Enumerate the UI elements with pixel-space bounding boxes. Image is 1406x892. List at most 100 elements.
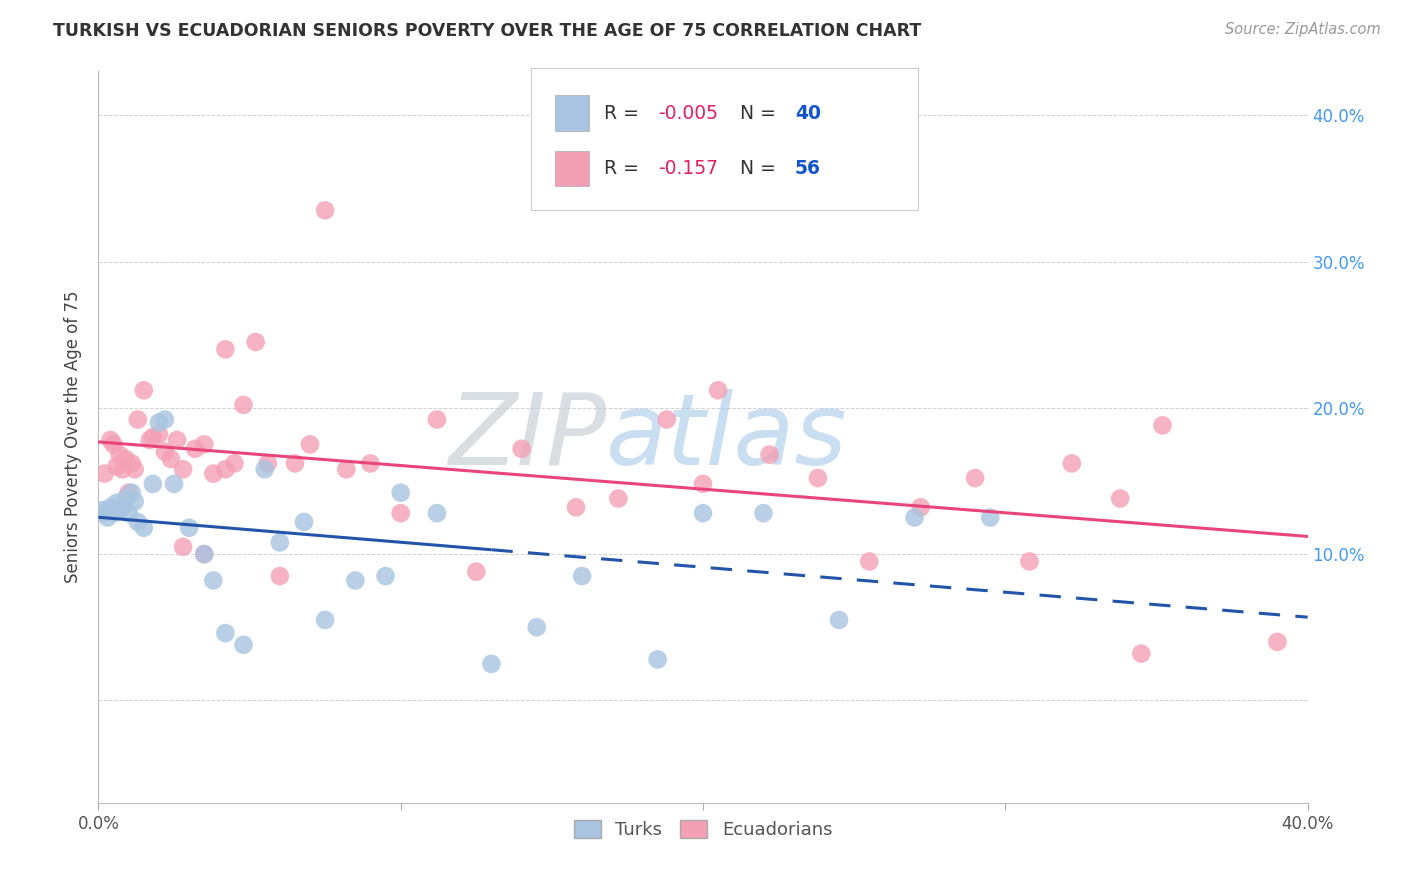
- Text: TURKISH VS ECUADORIAN SENIORS POVERTY OVER THE AGE OF 75 CORRELATION CHART: TURKISH VS ECUADORIAN SENIORS POVERTY OV…: [53, 22, 922, 40]
- Point: [111, 462, 134, 476]
- Point: [828, 613, 851, 627]
- Point: [1060, 457, 1083, 471]
- Point: [108, 448, 131, 462]
- Point: [692, 476, 714, 491]
- Y-axis label: Seniors Poverty Over the Age of 75: Seniors Poverty Over the Age of 75: [63, 291, 82, 583]
- FancyBboxPatch shape: [555, 151, 589, 186]
- Point: [103, 506, 125, 520]
- Point: [214, 462, 236, 476]
- Legend: Turks, Ecuadorians: Turks, Ecuadorians: [567, 813, 839, 847]
- Point: [565, 500, 588, 515]
- Point: [299, 437, 322, 451]
- Point: [526, 620, 548, 634]
- Point: [481, 657, 503, 671]
- Point: [103, 437, 125, 451]
- Point: [692, 506, 714, 520]
- Point: [166, 433, 188, 447]
- Point: [124, 494, 146, 508]
- Point: [93, 467, 115, 481]
- Point: [93, 506, 115, 520]
- Point: [224, 457, 246, 471]
- Point: [179, 521, 201, 535]
- Point: [118, 485, 141, 500]
- Point: [111, 500, 134, 515]
- Point: [607, 491, 630, 506]
- Point: [148, 416, 170, 430]
- Point: [292, 515, 315, 529]
- Point: [139, 433, 162, 447]
- Point: [374, 569, 396, 583]
- Point: [114, 491, 136, 506]
- Point: [163, 476, 186, 491]
- Point: [465, 565, 488, 579]
- Text: N =: N =: [741, 159, 782, 178]
- Point: [1130, 647, 1153, 661]
- Point: [335, 462, 357, 476]
- Text: Source: ZipAtlas.com: Source: ZipAtlas.com: [1225, 22, 1381, 37]
- Point: [269, 535, 291, 549]
- Text: R =: R =: [603, 103, 645, 122]
- Point: [232, 638, 254, 652]
- Text: -0.157: -0.157: [658, 159, 718, 178]
- Point: [184, 442, 207, 456]
- Point: [510, 442, 533, 456]
- Point: [232, 398, 254, 412]
- Text: 40: 40: [794, 103, 821, 122]
- Text: R =: R =: [603, 159, 651, 178]
- Point: [571, 569, 593, 583]
- Point: [132, 384, 155, 398]
- Point: [148, 427, 170, 442]
- Point: [269, 569, 291, 583]
- Point: [360, 457, 382, 471]
- Point: [132, 521, 155, 535]
- Text: ZIP: ZIP: [449, 389, 606, 485]
- Point: [807, 471, 830, 485]
- Point: [172, 540, 194, 554]
- Point: [389, 506, 412, 520]
- Point: [105, 496, 128, 510]
- Point: [214, 626, 236, 640]
- Point: [344, 574, 367, 588]
- Point: [127, 515, 149, 529]
- Point: [256, 457, 278, 471]
- Point: [193, 437, 215, 451]
- Point: [965, 471, 987, 485]
- Point: [1018, 554, 1040, 568]
- Point: [118, 506, 141, 520]
- Point: [100, 433, 122, 447]
- Point: [647, 652, 669, 666]
- Point: [253, 462, 276, 476]
- Text: -0.005: -0.005: [658, 103, 718, 122]
- Point: [389, 485, 412, 500]
- Point: [142, 476, 165, 491]
- Point: [172, 462, 194, 476]
- Point: [1109, 491, 1132, 506]
- Point: [96, 510, 118, 524]
- Point: [193, 547, 215, 561]
- Point: [108, 503, 131, 517]
- Point: [707, 384, 730, 398]
- Point: [858, 554, 880, 568]
- Point: [1267, 635, 1289, 649]
- Point: [202, 467, 225, 481]
- Point: [114, 452, 136, 467]
- Point: [142, 430, 165, 444]
- Point: [426, 412, 449, 426]
- Point: [153, 444, 176, 458]
- FancyBboxPatch shape: [555, 95, 589, 130]
- Text: atlas: atlas: [606, 389, 848, 485]
- Point: [1152, 418, 1174, 433]
- Point: [758, 448, 780, 462]
- Point: [121, 457, 143, 471]
- Point: [314, 203, 336, 218]
- Point: [752, 506, 775, 520]
- Point: [90, 503, 112, 517]
- Point: [121, 485, 143, 500]
- Text: N =: N =: [741, 103, 782, 122]
- Point: [100, 500, 122, 515]
- Point: [904, 510, 927, 524]
- Point: [910, 500, 932, 515]
- Text: 56: 56: [794, 159, 821, 178]
- Point: [655, 412, 678, 426]
- Point: [284, 457, 307, 471]
